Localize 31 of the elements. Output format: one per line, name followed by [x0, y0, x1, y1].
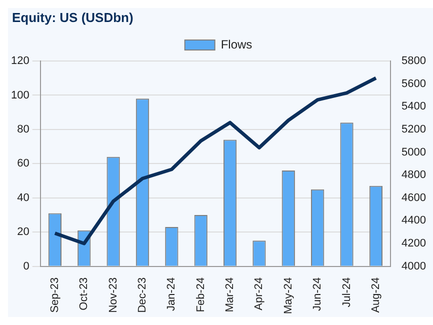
x-tick-label: Aug-24 [370, 277, 382, 313]
y2-tick-label: 4000 [402, 260, 426, 272]
legend-label: Flows [220, 37, 252, 52]
x-tick-label: May-24 [282, 277, 294, 314]
y2-tick-label: 4800 [402, 169, 426, 182]
y2-tick-label: 5600 [402, 78, 426, 90]
y2-tick-label: 4200 [402, 238, 426, 250]
x-tick-label: Nov-23 [107, 277, 120, 313]
x-tick-label: Jul-24 [340, 277, 353, 308]
y-tick-label: 80 [17, 123, 30, 136]
y-tick-label: 20 [17, 226, 30, 238]
x-tick-label: Sep-23 [48, 277, 61, 313]
y-tick-label: 60 [17, 158, 30, 170]
x-tick-label: Jun-24 [312, 277, 324, 311]
x-tick-label: Apr-24 [253, 277, 266, 310]
x-tick-label: Dec-23 [136, 277, 149, 313]
y2-tick-label: 4600 [402, 192, 426, 204]
y-tick-label: 120 [10, 55, 30, 68]
x-tick-label: Mar-24 [224, 277, 236, 312]
x-tick-label: Oct-23 [78, 277, 90, 310]
y-tick-label: 40 [17, 192, 30, 204]
y-tick-label: 100 [10, 89, 30, 102]
x-tick-label: Feb-24 [194, 277, 207, 312]
x-tick-label: Jan-24 [166, 277, 178, 311]
y2-tick-label: 5800 [402, 55, 426, 68]
y2-tick-label: 5000 [402, 146, 426, 158]
chart-title: Equity: US (USDbn) [11, 9, 134, 27]
y-tick-label: 0 [23, 260, 30, 272]
y2-tick-label: 5400 [402, 100, 426, 113]
y2-tick-label: 4400 [402, 214, 426, 227]
y2-tick-label: 5200 [402, 123, 426, 136]
